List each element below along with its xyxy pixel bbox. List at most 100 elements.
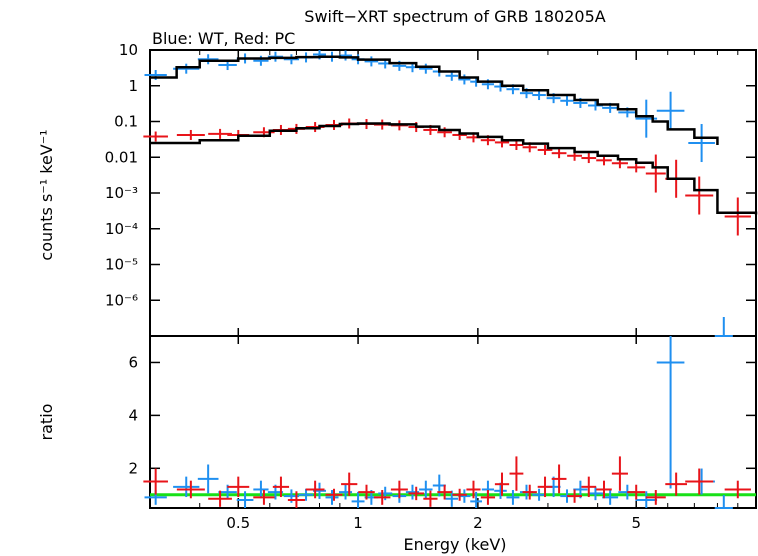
- y-tick-label: 0.1: [114, 113, 138, 131]
- wt-data-point: [283, 54, 300, 65]
- axis-ticks: 0.5 1 2 5 10 1 0.1 0.01 10⁻³ 10⁻⁴ 10⁻⁵ 10⁻⁶ 6 4 2: [105, 41, 756, 532]
- top-panel-frame: [149, 49, 757, 337]
- pc-ratio-point: [537, 476, 553, 498]
- chart-title: Swift−XRT spectrum of GRB 180205A: [304, 7, 605, 26]
- pc-ratio-point: [480, 490, 496, 505]
- pc-ratio-point: [423, 490, 438, 507]
- wt-data-point: [714, 317, 733, 337]
- pc-data-point: [208, 128, 232, 139]
- wt-ratio-point: [325, 490, 339, 505]
- chart-subtitle: Blue: WT, Red: PC: [152, 29, 295, 48]
- pc-data-point: [509, 140, 524, 151]
- x-tick-label: 5: [631, 514, 641, 532]
- y-tick-label: 10⁻⁶: [105, 291, 138, 309]
- wt-ratio-point: [656, 336, 685, 489]
- pc-ratio-point: [596, 480, 612, 499]
- wt-ratio-point: [419, 480, 433, 499]
- pc-ratio-point: [374, 490, 391, 505]
- pc-ratio-point: [272, 476, 290, 498]
- pc-ratio-point: [581, 476, 597, 498]
- wt-ratio-point: [494, 482, 507, 499]
- wt-data-point: [197, 54, 219, 65]
- wt-data-point: [458, 74, 471, 85]
- ratio-y-tick-label: 2: [128, 459, 138, 477]
- x-tick-label: 0.5: [226, 514, 250, 532]
- pc-ratio-point: [341, 472, 358, 496]
- wt-data-point: [560, 95, 574, 106]
- wt-data-point: [532, 90, 546, 101]
- pc-ratio-point: [305, 480, 325, 499]
- y-tick-label: 10⁻³: [105, 184, 138, 202]
- pc-data-point: [537, 144, 553, 155]
- wt-ratio-point: [532, 488, 546, 501]
- x-axis-label: Energy (keV): [403, 535, 506, 554]
- ratio-y-tick-label: 6: [128, 353, 138, 371]
- pc-ratio-point: [208, 490, 232, 507]
- pc-ratio-point: [611, 456, 628, 491]
- bottom-panel: [149, 335, 757, 509]
- wt-ratio-point: [299, 488, 314, 501]
- wt-ratio-point: [236, 491, 254, 508]
- pc-ratio-point: [287, 491, 305, 508]
- pc-ratio-point: [358, 484, 375, 500]
- pc-ratio-point: [509, 456, 524, 491]
- pc-ratio-point: [452, 488, 467, 501]
- wt-ratio-point: [635, 491, 658, 508]
- pc-ratio-point: [466, 480, 481, 499]
- wt-ratio-point: [445, 490, 459, 507]
- pc-ratio-point: [522, 484, 537, 500]
- top-y-axis-label: counts s⁻¹ keV⁻¹: [37, 129, 56, 260]
- pc-ratio-point: [645, 490, 666, 505]
- pc-ratio-point: [143, 468, 168, 495]
- bottom-y-axis-label: ratio: [37, 404, 56, 441]
- pc-ratio-point: [551, 464, 567, 494]
- top-panel: [149, 49, 757, 337]
- wt-data-point: [339, 50, 353, 61]
- wt-ratio-point: [197, 464, 219, 494]
- wt-data-point: [419, 63, 433, 74]
- y-tick-label: 10⁻⁴: [105, 220, 138, 238]
- x-tick-label: 1: [353, 514, 363, 532]
- wt-ratio-point: [588, 486, 603, 501]
- pc-ratio-point: [567, 489, 582, 503]
- wt-ratio-point: [714, 495, 733, 509]
- pc-data-point: [724, 197, 751, 236]
- model-line: [150, 122, 758, 215]
- pc-data-point: [551, 148, 567, 159]
- pc-data-point: [627, 162, 646, 173]
- model-line: [150, 55, 719, 146]
- data-series: [143, 50, 758, 509]
- pc-ratio-point: [494, 472, 510, 496]
- pc-ratio-point: [685, 468, 714, 495]
- wt-ratio-point: [470, 491, 483, 508]
- pc-ratio-point: [325, 488, 343, 501]
- pc-data-point: [581, 153, 597, 164]
- pc-ratio-point: [724, 480, 751, 499]
- pc-ratio-point: [627, 484, 646, 500]
- wt-data-point: [364, 56, 379, 67]
- pc-data-point: [143, 131, 168, 142]
- x-tick-label: 2: [473, 514, 483, 532]
- wt-ratio-point: [351, 491, 365, 508]
- pc-ratio-point: [390, 480, 408, 499]
- wt-data-point: [688, 124, 715, 163]
- bottom-panel-frame: [149, 335, 757, 509]
- pc-ratio-point: [437, 484, 452, 500]
- pc-ratio-point: [408, 486, 424, 501]
- pc-ratio-point: [253, 490, 275, 505]
- pc-ratio-point: [227, 476, 250, 498]
- pc-ratio-point: [665, 472, 688, 496]
- pc-data-point: [176, 129, 205, 140]
- y-tick-label: 0.01: [105, 148, 138, 166]
- pc-ratio-point: [176, 480, 205, 499]
- y-tick-label: 10: [119, 41, 138, 59]
- y-tick-label: 10⁻⁵: [105, 256, 138, 274]
- wt-ratio-point: [253, 480, 269, 499]
- y-tick-label: 1: [128, 77, 138, 95]
- ratio-y-tick-label: 4: [128, 406, 138, 424]
- wt-ratio-point: [506, 490, 520, 505]
- wt-data-point: [656, 91, 685, 130]
- pc-data-point: [685, 176, 714, 215]
- pc-data-point: [645, 154, 666, 193]
